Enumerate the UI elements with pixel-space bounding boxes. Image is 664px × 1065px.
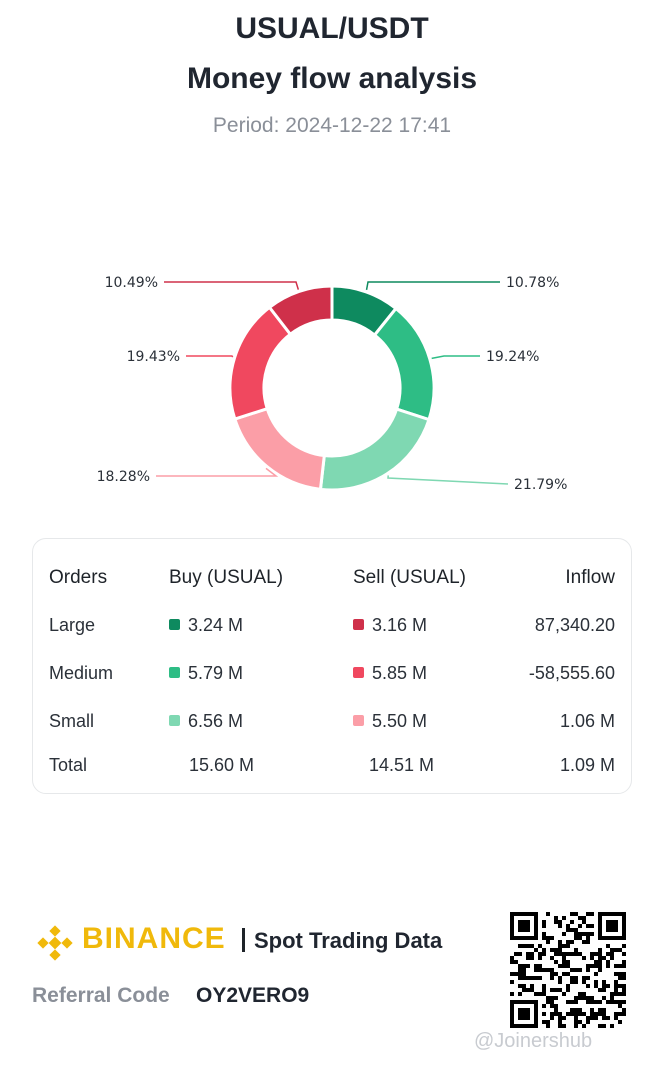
sell-large-cell: 3.16 M <box>353 615 427 636</box>
slice-percent-label: 19.43% <box>127 349 180 365</box>
inflow-total-value: 1.09 M <box>559 755 615 775</box>
buy-medium-value: 5.79 M <box>188 663 244 683</box>
donut-slice <box>372 306 436 422</box>
sell-medium-swatch <box>353 667 364 678</box>
buy-large-cell: 3.24 M <box>169 615 243 636</box>
referral-code: OY2VERO9 <box>196 984 310 1007</box>
buy-medium-swatch <box>169 667 180 678</box>
table-total-row: Total 15.60 M 14.51 M 1.09 M <box>33 749 633 783</box>
buy-total-value: 15.60 M <box>189 755 255 775</box>
table-row: Large 3.24 M 3.16 M 87,340.20 <box>33 609 633 643</box>
header-inflow: Inflow <box>565 567 615 588</box>
donut-slice <box>232 406 326 492</box>
leader-line <box>365 281 500 291</box>
donut-slice <box>267 284 334 337</box>
product-name: Spot Trading Data <box>254 928 443 953</box>
sell-large-swatch <box>353 619 364 630</box>
referral-label: Referral Code <box>32 984 170 1007</box>
inflow-medium-value: -58,555.60 <box>528 663 615 683</box>
row-label-large: Large <box>49 615 96 635</box>
sell-medium-cell: 5.85 M <box>353 663 427 684</box>
slice-percent-label: 21.79% <box>514 477 567 493</box>
slice-percent-label: 18.28% <box>97 469 150 485</box>
pair-title: USUAL/USDT <box>235 12 429 45</box>
binance-logo-icon <box>37 925 73 961</box>
slice-percent-label: 10.78% <box>506 275 559 291</box>
footer-divider <box>242 928 245 952</box>
table-header-row: Orders Buy (USUAL) Sell (USUAL) Inflow <box>33 561 633 595</box>
sell-small-cell: 5.50 M <box>353 711 427 732</box>
page-title: Money flow analysis <box>186 62 478 95</box>
buy-large-swatch <box>169 619 180 630</box>
leader-line <box>186 355 234 358</box>
leader-line <box>431 355 480 360</box>
slice-percent-label: 19.24% <box>486 349 539 365</box>
buy-small-swatch <box>169 715 180 726</box>
sell-medium-value: 5.85 M <box>372 663 428 683</box>
buy-large-value: 3.24 M <box>188 615 244 635</box>
header-sell: Sell (USUAL) <box>353 567 466 588</box>
brand-name: BINANCE <box>82 922 226 955</box>
buy-medium-cell: 5.79 M <box>169 663 243 684</box>
sell-large-value: 3.16 M <box>372 615 428 635</box>
sell-small-value: 5.50 M <box>372 711 428 731</box>
leader-line <box>164 281 300 290</box>
row-label-medium: Medium <box>49 663 114 683</box>
header-orders: Orders <box>49 567 108 588</box>
qr-code-icon <box>510 912 626 1028</box>
table-row: Small 6.56 M 5.50 M 1.06 M <box>33 705 633 739</box>
period-text: Period: 2024-12-22 17:41 <box>212 114 452 137</box>
inflow-large-value: 87,340.20 <box>534 615 615 635</box>
orders-table: Orders Buy (USUAL) Sell (USUAL) Inflow L… <box>32 538 632 794</box>
slice-percent-label: 10.49% <box>105 275 158 291</box>
row-label-small: Small <box>49 711 95 731</box>
money-flow-donut-chart: 10.78% 19.24% 21.79% 18.28% 19.43% 10.49% <box>97 275 568 493</box>
leader-line <box>156 467 279 477</box>
leader-line <box>387 475 509 485</box>
header-buy: Buy (USUAL) <box>169 567 284 588</box>
sell-small-swatch <box>353 715 364 726</box>
sell-total-value: 14.51 M <box>369 755 435 775</box>
inflow-small-value: 1.06 M <box>559 711 615 731</box>
row-label-total: Total <box>49 755 88 775</box>
buy-small-value: 6.56 M <box>188 711 244 731</box>
table-row: Medium 5.79 M 5.85 M -58,555.60 <box>33 657 633 691</box>
buy-small-cell: 6.56 M <box>169 711 243 732</box>
watermark: @Joinershub <box>474 1030 593 1052</box>
donut-slice <box>318 407 431 492</box>
